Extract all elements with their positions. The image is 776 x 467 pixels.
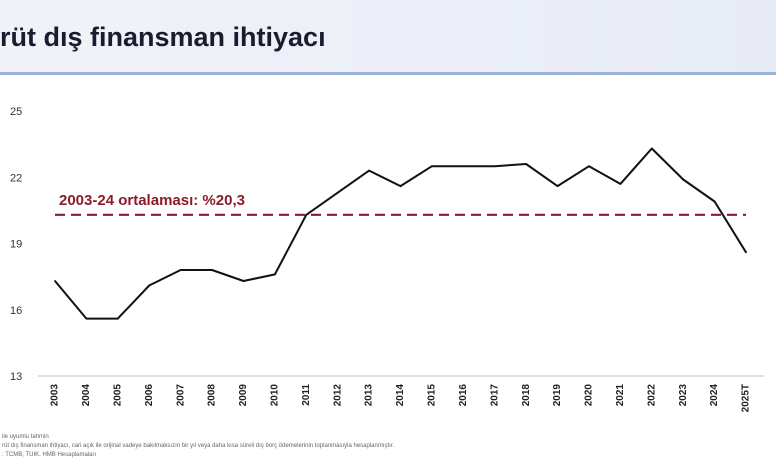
y-tick-label: 16 <box>10 305 22 317</box>
page-title: rüt dış finansman ihtiyacı <box>0 22 326 52</box>
data-point <box>745 251 747 254</box>
x-tick-label: 2025T <box>741 384 752 412</box>
series-line <box>54 147 747 320</box>
x-tick-label: 2014 <box>395 384 406 407</box>
x-tick-label: 2006 <box>144 384 155 407</box>
x-tick-label: 2012 <box>332 384 343 407</box>
x-tick-label: 2008 <box>207 384 218 407</box>
x-tick-label: 2023 <box>678 384 689 407</box>
x-tick-label: 2010 <box>270 384 281 407</box>
x-tick-label: 2005 <box>112 384 123 407</box>
x-tick-label: 2003 <box>50 384 61 407</box>
x-tick-label: 2007 <box>175 384 186 407</box>
data-point <box>85 317 88 320</box>
x-tick-label: 2020 <box>584 384 595 407</box>
data-point <box>713 200 716 203</box>
footnotes: ile uyumlu tahmin rüt dış finansman ihti… <box>2 433 772 460</box>
x-tick-label: 2015 <box>427 384 438 407</box>
data-point <box>619 182 622 185</box>
data-point <box>650 147 653 150</box>
average-reference-label: 2003-24 ortalaması: %20,3 <box>59 192 245 209</box>
x-tick-label: 2018 <box>521 384 532 407</box>
y-tick-label: 22 <box>10 172 22 184</box>
data-point <box>493 165 496 168</box>
data-point <box>148 284 151 287</box>
x-tick-label: 2024 <box>709 384 720 407</box>
data-point <box>399 185 402 187</box>
data-point <box>305 213 308 216</box>
data-point <box>431 165 433 168</box>
y-tick-label: 19 <box>10 239 22 251</box>
x-tick-label: 2016 <box>458 384 469 407</box>
data-point <box>273 273 276 276</box>
footnote-2: rüt dış finansman ihtiyacı, cari açık il… <box>2 443 395 449</box>
data-point <box>525 163 528 165</box>
x-tick-label: 2022 <box>646 384 657 407</box>
x-tick-label: 2021 <box>615 384 626 407</box>
y-tick-label: 13 <box>10 371 22 383</box>
x-tick-label: 2019 <box>552 384 563 407</box>
data-point <box>179 269 182 271</box>
data-point <box>54 280 56 282</box>
x-tick-label: 2013 <box>364 384 375 407</box>
slide-header: rüt dış finansman ihtiyacı <box>0 0 776 72</box>
data-point <box>242 280 245 282</box>
data-point <box>682 178 685 181</box>
footnote-1: ile uyumlu tahmin <box>2 434 49 440</box>
data-point <box>588 165 590 168</box>
x-tick-label: 2011 <box>301 384 312 406</box>
header-divider <box>0 72 776 75</box>
x-tick-label: 2009 <box>238 384 249 407</box>
x-tick-label: 2017 <box>489 384 500 407</box>
data-point <box>116 317 119 320</box>
data-point <box>211 269 213 271</box>
data-point <box>462 165 465 168</box>
line-chart: 13 16 19 22 25 2003 2004 2005 2006 2007 2008 2009 20… <box>10 106 764 412</box>
data-point <box>556 185 559 187</box>
data-point <box>368 169 370 172</box>
footnote-3: : TCMB, TÜİK, HMB Hesaplamaları <box>2 452 97 458</box>
y-tick-label: 25 <box>10 106 22 118</box>
x-tick-label: 2004 <box>81 384 92 407</box>
data-point <box>336 191 339 194</box>
